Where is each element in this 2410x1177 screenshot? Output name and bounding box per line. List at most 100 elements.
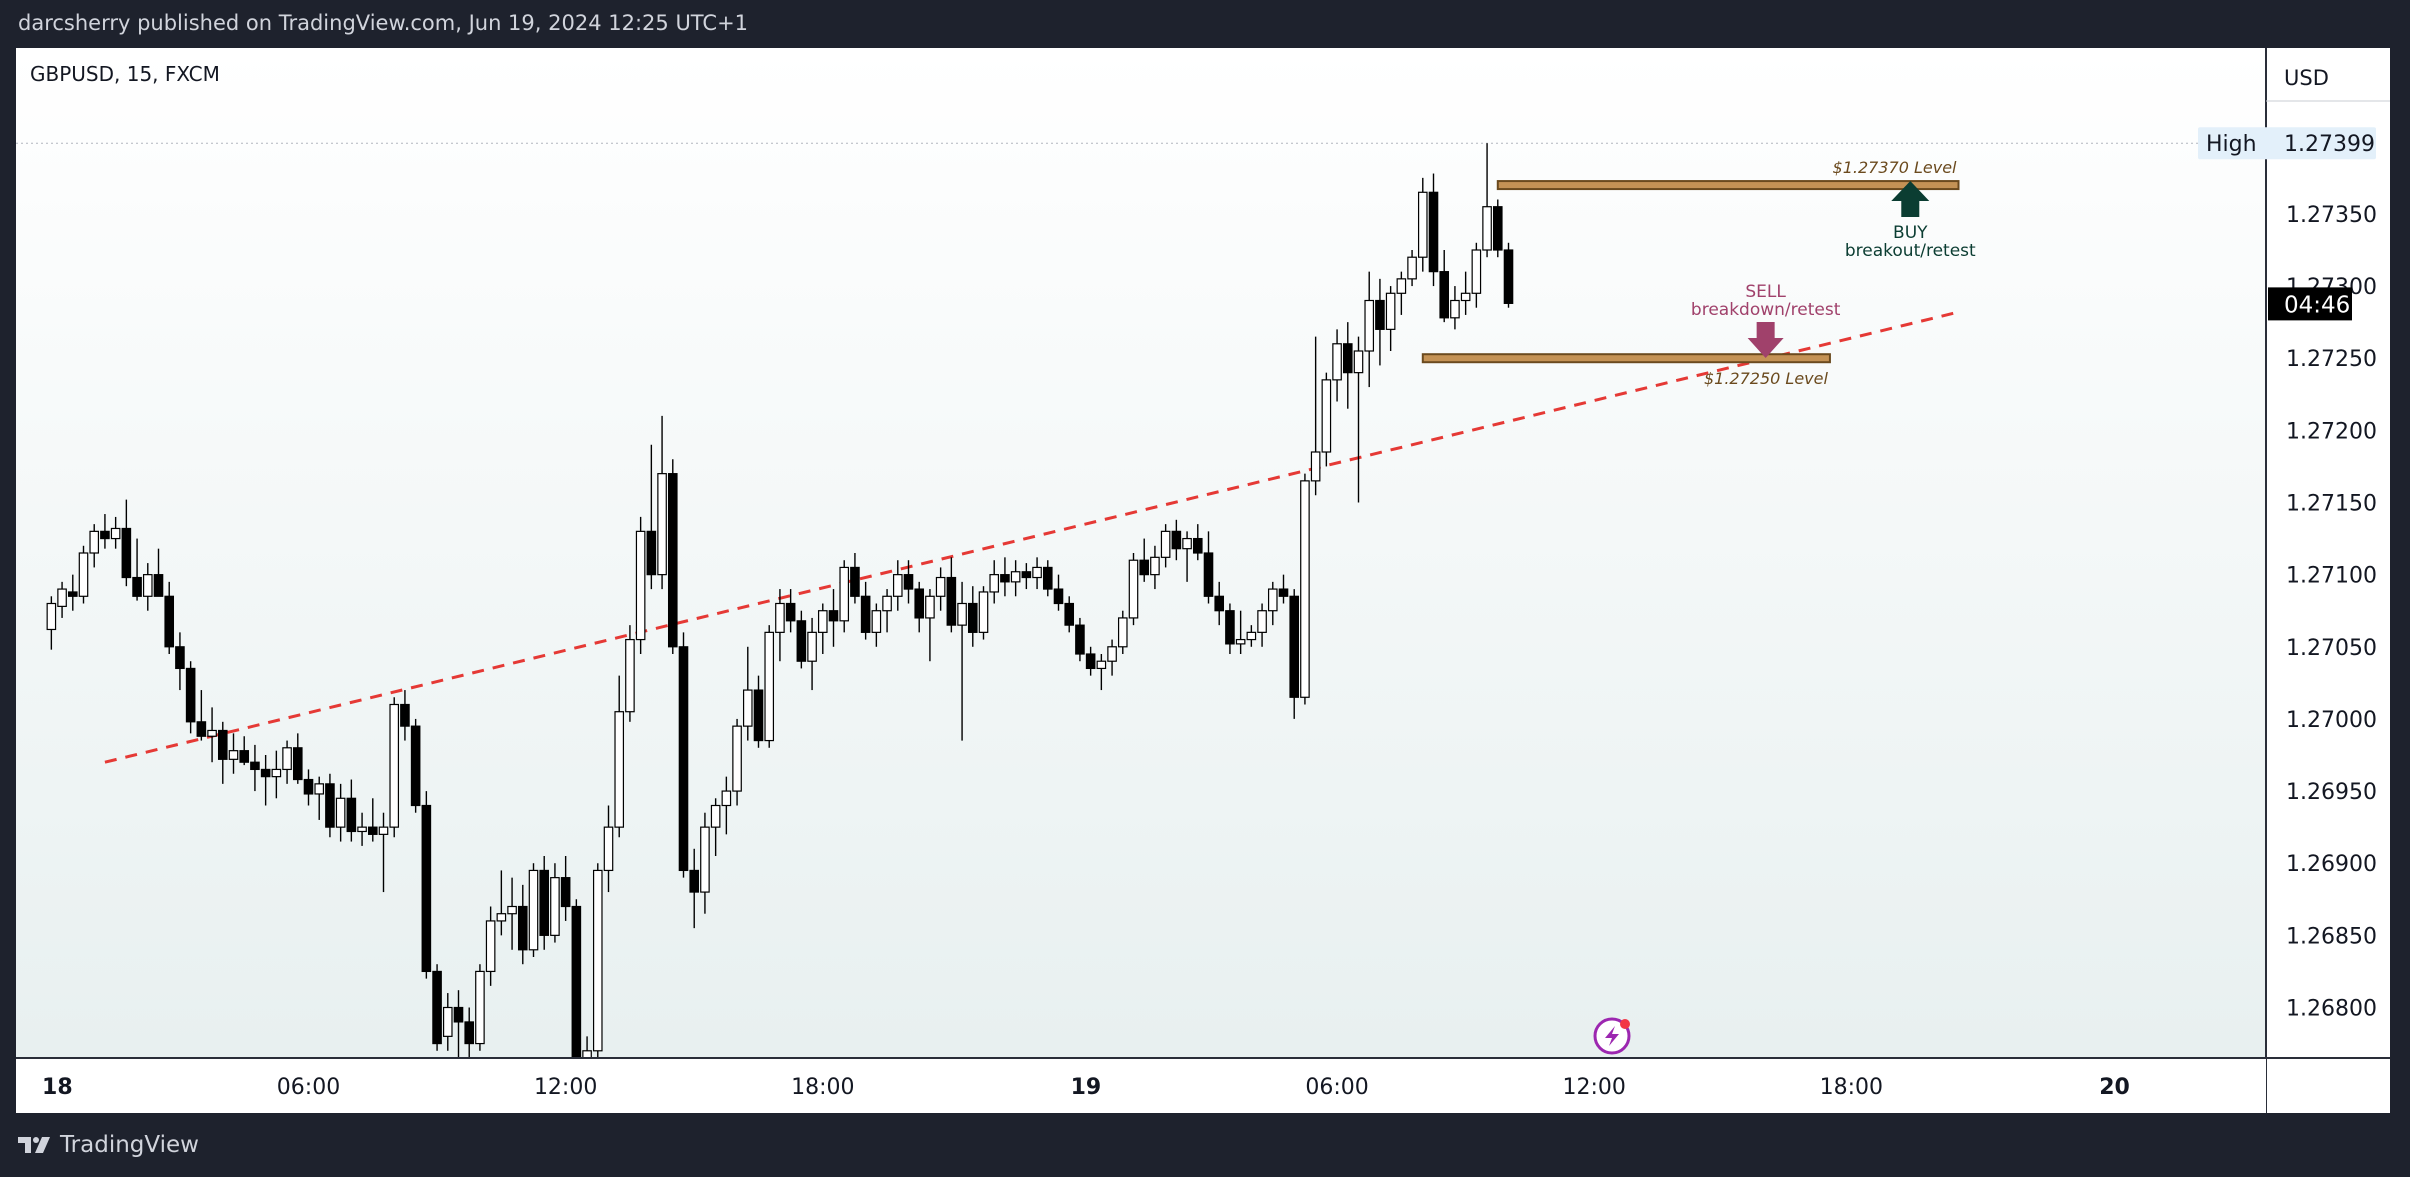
candle [100, 514, 110, 549]
currency-label[interactable]: USD [2284, 66, 2329, 90]
candle-body [1450, 299, 1460, 319]
candle-body [753, 689, 764, 742]
candle-body [292, 747, 303, 781]
candle-body [517, 905, 528, 951]
candle-body [1021, 571, 1032, 579]
candle [1042, 560, 1053, 597]
candle-body [1257, 610, 1267, 633]
candle [775, 589, 785, 662]
candle-body [314, 783, 325, 795]
candle [614, 675, 625, 838]
candle [442, 993, 453, 1051]
candle [1257, 603, 1267, 647]
candle [357, 812, 367, 846]
candle-body [453, 1006, 464, 1023]
candle-body [528, 869, 539, 951]
level-1[interactable]: $1.27370 Level [1496, 158, 1960, 191]
candle-body [903, 574, 914, 590]
trend-line[interactable] [104, 310, 1959, 764]
candle-body [850, 566, 860, 597]
candle [967, 586, 978, 647]
candle [1364, 271, 1375, 388]
candle [67, 574, 78, 611]
candle [346, 779, 357, 842]
candle [528, 863, 539, 957]
candle [1482, 143, 1492, 258]
high-tag-bg [2198, 127, 2376, 160]
price-tick-label: 1.26800 [2286, 997, 2377, 1022]
high-value: 1.27399 [2284, 132, 2375, 157]
candle [850, 553, 860, 604]
candle [464, 1007, 475, 1066]
candle-body [67, 591, 78, 597]
candle-body [1032, 566, 1042, 579]
candle [1300, 473, 1310, 705]
candle [807, 617, 817, 691]
candle-body [142, 574, 153, 597]
candles-group [46, 143, 1514, 1073]
candle [882, 589, 892, 633]
level-band[interactable] [1496, 180, 1960, 191]
candle [1128, 553, 1139, 626]
candle-body [989, 574, 1000, 593]
time-axis[interactable] [16, 1059, 2266, 1113]
level-band[interactable] [1421, 353, 1831, 364]
candle [860, 581, 871, 640]
tradingview-brand[interactable]: TradingView [18, 1131, 199, 1159]
candle-body [1482, 206, 1492, 251]
candle [132, 538, 142, 601]
candle [667, 459, 678, 654]
candle [1353, 336, 1364, 503]
candle [378, 812, 389, 893]
candle-body [1171, 530, 1182, 550]
candle [1246, 625, 1257, 647]
levels-group: $1.27370 Level $1.27250 Level [1421, 158, 1960, 388]
candle [1278, 574, 1289, 604]
price-axis[interactable] [2266, 48, 2390, 1113]
candle-body [1332, 343, 1342, 381]
candle [292, 733, 303, 784]
candle-body [485, 920, 496, 973]
candle-body [1503, 249, 1514, 304]
candle-body [614, 711, 625, 828]
candle [892, 560, 903, 611]
candle-body [1342, 343, 1353, 374]
plot-background [16, 48, 2266, 1058]
candle-body [914, 588, 925, 619]
candle [432, 964, 442, 1051]
candle [175, 632, 185, 691]
candle-body [1192, 537, 1203, 554]
countdown-value: 04:46 [2284, 292, 2350, 318]
candle [153, 548, 164, 597]
symbol-legend[interactable]: GBPUSD, 15, FXCM [30, 62, 220, 86]
candle-body [817, 610, 828, 633]
level-label: $1.27370 Level [1833, 158, 1958, 177]
level-label: $1.27250 Level [1704, 369, 1829, 388]
candle-body [196, 721, 207, 737]
candle-body [442, 1006, 453, 1037]
level-2[interactable]: $1.27250 Level [1421, 353, 1831, 388]
candle-body [732, 725, 742, 792]
candle [1192, 524, 1203, 561]
candle-body [871, 610, 882, 633]
candle-body [325, 783, 335, 828]
price-tick-label: 1.27200 [2286, 419, 2377, 444]
trend-line-group [104, 310, 1959, 764]
high-label: High [2206, 132, 2257, 157]
candle [603, 805, 614, 893]
candle-body [1396, 278, 1407, 294]
candle [1085, 646, 1096, 676]
lightning-icon[interactable] [1593, 1017, 1631, 1055]
candle-body [764, 631, 775, 742]
time-tick-label: 18 [42, 1075, 73, 1100]
candle [678, 632, 689, 878]
candle [1428, 173, 1439, 287]
candle [1064, 596, 1075, 633]
candle-body [1214, 595, 1225, 612]
candle-body [100, 530, 110, 540]
candle-body [539, 869, 550, 936]
